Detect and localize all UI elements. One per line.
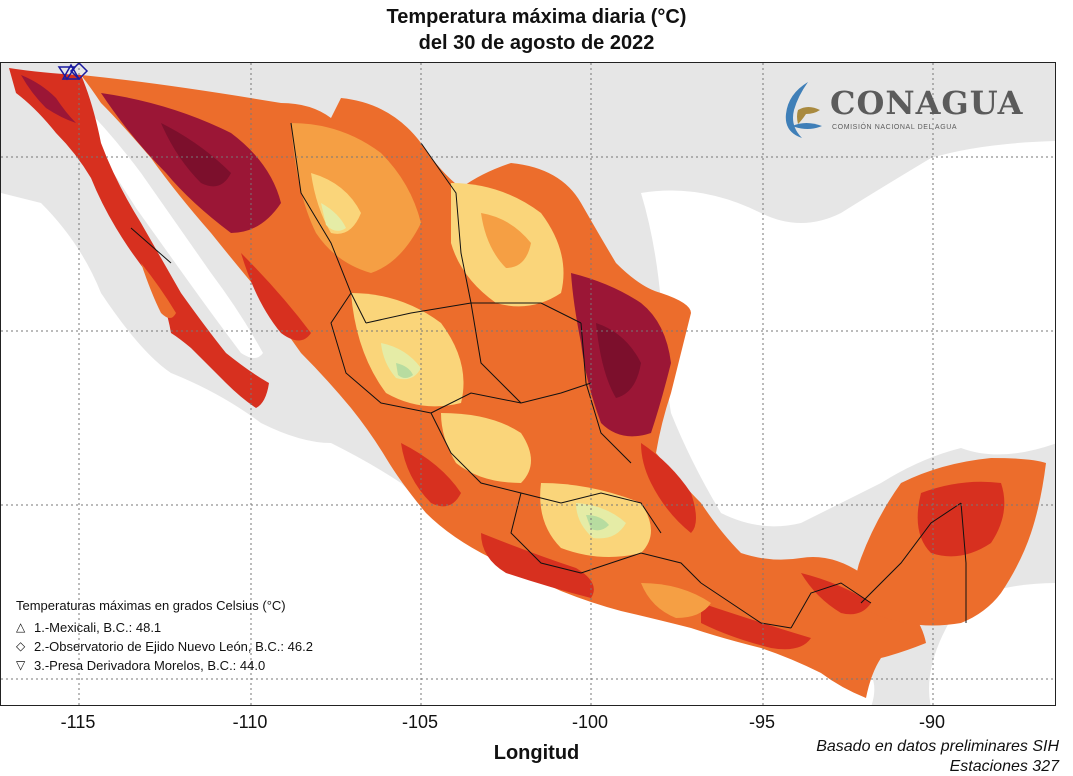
x-tick-label: -115 bbox=[60, 712, 96, 732]
triangle-up-icon: △ bbox=[16, 620, 26, 634]
x-axis-label: Longitud bbox=[493, 742, 580, 764]
legend-item: ◇ 2.-Observatorio de Ejido Nuevo León, B… bbox=[16, 637, 313, 656]
legend: Temperaturas máximas en grados Celsius (… bbox=[16, 596, 313, 675]
michoacan-hot bbox=[401, 443, 461, 507]
durango-zacatecas-cool bbox=[351, 293, 464, 407]
guerrero-hot bbox=[481, 533, 594, 598]
state-borders bbox=[130, 122, 967, 629]
logo-wordmark: CONAGUA bbox=[830, 84, 1024, 122]
x-tick-label: -95 bbox=[748, 712, 776, 732]
conagua-logo-mark bbox=[785, 82, 822, 138]
station-presa-morelos-marker bbox=[57, 66, 77, 81]
source-note-2: Estaciones 327 bbox=[949, 758, 1059, 775]
legend-item-label: 3.-Presa Derivadora Morelos, B.C.: 44.0 bbox=[34, 658, 266, 673]
station-markers bbox=[57, 63, 89, 81]
logo-subtitle: COMISIÓN NACIONAL DEL AGUA bbox=[832, 124, 958, 131]
oaxaca-hot bbox=[701, 603, 811, 650]
station-ejido-nuevo-leon-marker bbox=[69, 63, 89, 81]
source-note: Basado en datos preliminares SIH bbox=[816, 738, 1059, 755]
pacific-ocean bbox=[1, 193, 875, 705]
legend-item: ▽ 3.-Presa Derivadora Morelos, B.C.: 44.… bbox=[16, 656, 313, 675]
title-line-2: del 30 de agosto de 2022 bbox=[418, 32, 655, 54]
station-mexicali-marker bbox=[61, 63, 81, 80]
title-line-1: Temperatura máxima diaria (°C) bbox=[386, 6, 687, 28]
temperature-map bbox=[0, 62, 1056, 706]
x-tick-label: -105 bbox=[401, 712, 439, 732]
chihuahua-mild bbox=[291, 123, 421, 273]
legend-title: Temperaturas máximas en grados Celsius (… bbox=[16, 598, 286, 613]
map-canvas bbox=[1, 63, 1055, 705]
diamond-icon: ◇ bbox=[16, 639, 26, 653]
x-tick-label: -110 bbox=[232, 712, 268, 732]
map-title: Temperatura máxima diaria (°C) del 30 de… bbox=[0, 4, 1073, 56]
chiapas-hot bbox=[801, 573, 871, 615]
conagua-logo: CONAGUA COMISIÓN NACIONAL DEL AGUA bbox=[778, 80, 1028, 142]
legend-item-label: 1.-Mexicali, B.C.: 48.1 bbox=[34, 620, 162, 635]
map-grid bbox=[1, 63, 1055, 705]
x-tick-label: -90 bbox=[918, 712, 946, 732]
oaxaca-highlands bbox=[641, 583, 711, 618]
veracruz-hot bbox=[641, 443, 696, 533]
sinaloa-hot bbox=[241, 253, 311, 341]
gulf-of-mexico bbox=[641, 141, 1055, 527]
baja-california bbox=[9, 68, 269, 408]
mexico-mainland bbox=[81, 75, 926, 698]
triangle-down-icon: ▽ bbox=[16, 658, 26, 672]
legend-item-label: 2.-Observatorio de Ejido Nuevo León, B.C… bbox=[34, 639, 313, 654]
gulf-of-california bbox=[81, 103, 263, 358]
legend-item: △ 1.-Mexicali, B.C.: 48.1 bbox=[16, 618, 313, 637]
x-tick-label: -100 bbox=[571, 712, 609, 732]
